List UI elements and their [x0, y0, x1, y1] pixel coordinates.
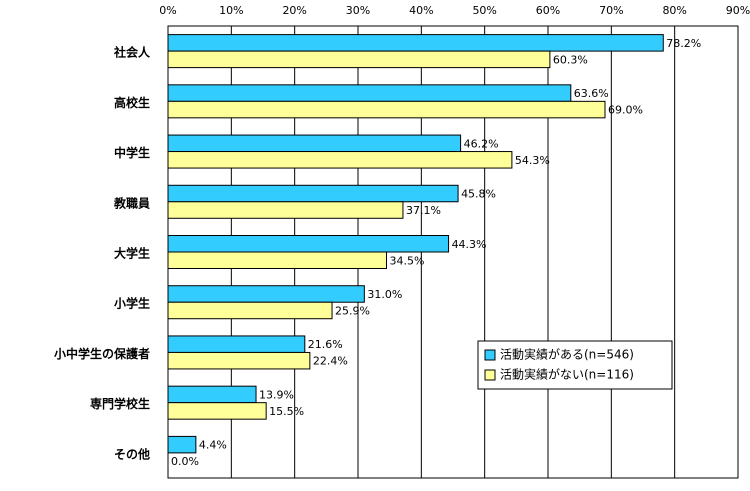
x-tick-label: 0%: [159, 4, 176, 17]
bar-with-activity: [167, 335, 306, 353]
data-label: 63.6%: [574, 87, 609, 100]
legend-swatch: [484, 369, 496, 381]
data-label: 0.0%: [171, 455, 199, 468]
data-label: 15.5%: [269, 405, 304, 418]
x-tick-label: 10%: [219, 4, 243, 17]
data-label: 54.3%: [515, 154, 550, 167]
category-label: 教職員: [113, 195, 150, 210]
x-tick-label: 40%: [409, 4, 433, 17]
data-label: 25.9%: [335, 304, 370, 317]
bar-without-activity: [167, 301, 333, 320]
bar-with-activity: [167, 84, 572, 102]
category-label: その他: [114, 446, 150, 461]
data-label: 22.4%: [313, 355, 348, 368]
legend-label: 活動実績がある(n=546): [500, 347, 634, 362]
data-label: 4.4%: [199, 439, 227, 452]
bar-without-activity: [167, 251, 387, 269]
plot-frame: [167, 25, 739, 479]
data-label: 13.9%: [259, 388, 294, 401]
data-label: 21.6%: [308, 338, 343, 351]
bar-without-activity: [167, 50, 551, 69]
category-label: 高校生: [114, 95, 150, 110]
data-label: 44.3%: [452, 238, 487, 251]
bar-without-activity: [167, 151, 513, 169]
category-label: 小中学生の保護者: [54, 346, 150, 361]
legend-label: 活動実績がない(n=116): [500, 367, 634, 382]
bar-with-activity: [167, 184, 459, 203]
bar-with-activity: [167, 34, 664, 52]
data-label: 78.2%: [666, 37, 701, 50]
bar-without-activity: [167, 351, 311, 370]
bar-without-activity: [167, 100, 606, 119]
category-label: 中学生: [114, 145, 150, 160]
bar-with-activity: [167, 285, 365, 303]
x-tick-label: 20%: [282, 4, 306, 17]
bar-with-activity: [167, 235, 450, 253]
data-label: 69.0%: [608, 104, 643, 117]
data-label: 34.5%: [390, 254, 425, 267]
x-tick-label: 60%: [536, 4, 560, 17]
data-label: 60.3%: [553, 53, 588, 66]
data-label: 46.2%: [464, 137, 499, 150]
x-tick-label: 50%: [472, 4, 496, 17]
bar-without-activity: [167, 201, 404, 219]
bar-without-activity: [167, 402, 267, 420]
bar-with-activity: [167, 134, 462, 153]
data-label: 31.0%: [367, 288, 402, 301]
category-label: 大学生: [114, 246, 150, 261]
category-label: 小学生: [114, 296, 150, 311]
x-tick-label: 30%: [346, 4, 370, 17]
bar-with-activity: [167, 435, 197, 454]
category-label: 社会人: [113, 45, 151, 60]
x-tick-label: 70%: [599, 4, 623, 17]
legend-box: [477, 340, 673, 390]
data-label: 45.8%: [461, 188, 496, 201]
x-tick-label: 80%: [662, 4, 686, 17]
data-label: 37.1%: [406, 204, 441, 217]
legend-swatch: [484, 349, 496, 361]
category-label: 専門学校生: [90, 396, 150, 411]
bar-with-activity: [167, 385, 257, 404]
x-tick-label: 90%: [726, 4, 750, 17]
